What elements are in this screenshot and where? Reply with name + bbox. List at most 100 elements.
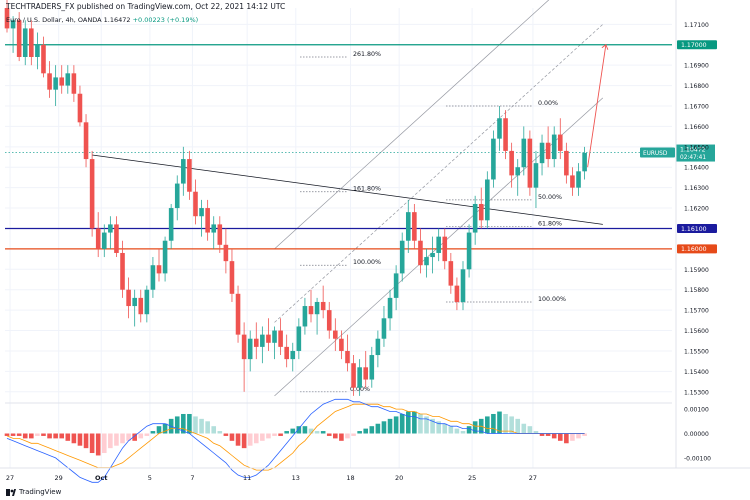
- osc-tick-label: -0.00100: [684, 455, 711, 462]
- histogram-bar: [381, 421, 387, 434]
- candle-body: [132, 297, 137, 307]
- level-price-label: 1.16000: [681, 246, 707, 253]
- candle-body: [351, 363, 356, 388]
- histogram-bar: [570, 433, 575, 441]
- oscillator-pane: 0.00100 0.00000 -0.00100: [4, 398, 711, 483]
- bar-countdown-label: 02:47:41: [680, 155, 706, 161]
- histogram-bar: [405, 411, 411, 434]
- candle-body: [217, 224, 223, 245]
- histogram-bar: [509, 416, 514, 434]
- candle-body: [539, 142, 545, 164]
- histogram-bar: [4, 433, 10, 436]
- histogram-bar: [539, 433, 545, 436]
- fib-level-label: 61.80%: [538, 220, 562, 227]
- histogram-bar: [181, 413, 186, 434]
- candle-body: [460, 269, 466, 302]
- candle-body: [454, 285, 460, 302]
- histogram-bar: [466, 426, 472, 434]
- time-tick-label: 7: [190, 474, 194, 482]
- candle-body: [412, 212, 417, 241]
- candle-body: [205, 208, 210, 233]
- histogram-bar: [545, 433, 551, 436]
- price-tick-label: 1.17100: [684, 22, 709, 29]
- histogram-bar: [485, 416, 490, 434]
- candle-body: [247, 338, 253, 360]
- candle-body: [302, 306, 308, 327]
- histogram-bar: [399, 413, 405, 434]
- histogram-bar: [357, 431, 362, 434]
- price-tick-label: 1.16600: [684, 124, 709, 131]
- candle-body: [296, 326, 302, 351]
- fib-level-label: 261.80%: [353, 51, 381, 58]
- histogram-bar: [156, 426, 162, 434]
- histogram-bar: [260, 433, 265, 441]
- histogram-bar: [41, 433, 46, 436]
- candle-body: [229, 261, 235, 294]
- histogram-bar: [576, 433, 581, 439]
- candle-body: [266, 334, 271, 343]
- candle-body: [491, 138, 496, 180]
- candle-body: [16, 20, 22, 57]
- candle-body: [156, 265, 162, 274]
- candle-body: [211, 224, 217, 233]
- candle-body: [430, 252, 435, 258]
- price-change: +0.00223 (+0.19%): [132, 16, 199, 24]
- histogram-bar: [229, 433, 235, 441]
- candle-body: [174, 183, 180, 209]
- candle-body: [527, 138, 533, 188]
- histogram-bar: [253, 433, 259, 444]
- histogram-bar: [387, 418, 393, 434]
- histogram-bar: [71, 433, 77, 444]
- price-tick-label: 1.15800: [684, 287, 709, 294]
- current-price-box: [676, 144, 715, 162]
- level-price-tag: [677, 244, 717, 254]
- candle-body: [29, 28, 34, 57]
- histogram-bar: [205, 421, 210, 434]
- histogram-bar: [47, 433, 52, 439]
- candle-body: [235, 293, 241, 335]
- histogram-bar: [223, 433, 229, 436]
- candle-body: [466, 232, 472, 270]
- candle-body: [241, 334, 247, 360]
- candle-body: [551, 134, 557, 160]
- histogram-bar: [424, 416, 429, 434]
- histogram-bar: [266, 433, 271, 439]
- fib-level-label: 161.80%: [353, 186, 381, 193]
- histogram-bar: [59, 433, 65, 439]
- histogram-bar: [235, 433, 241, 446]
- candle-body: [533, 163, 539, 188]
- candle-body: [71, 73, 77, 94]
- histogram-bar: [174, 416, 180, 434]
- candle-body: [35, 44, 40, 57]
- histogram-bar: [247, 433, 253, 446]
- candle-body: [83, 122, 89, 160]
- histogram-bar: [22, 433, 28, 439]
- level-price-tag: [677, 223, 717, 233]
- candle-body: [272, 330, 277, 343]
- histogram-bar: [108, 433, 113, 449]
- time-tick-label: 29: [55, 474, 63, 482]
- histogram-bar: [29, 433, 34, 439]
- candle-body: [278, 330, 283, 347]
- histogram-bar: [95, 433, 101, 456]
- histogram-bar: [363, 428, 369, 434]
- histogram-bar: [126, 433, 131, 441]
- candle-body: [436, 236, 441, 253]
- osc-tick-label: 0.00000: [684, 431, 709, 438]
- histogram-bar: [320, 431, 326, 434]
- candle-body: [187, 159, 192, 192]
- grid: [5, 8, 672, 468]
- candle-body: [557, 134, 563, 151]
- histogram-bar: [101, 433, 107, 454]
- price-tick-label: 1.16700: [684, 103, 709, 110]
- level-price-tag: [677, 40, 717, 50]
- candle-body: [108, 224, 113, 233]
- symbol-tag: [640, 147, 675, 158]
- last-price: 1.16472: [103, 16, 131, 24]
- price-tick-label: 1.16900: [684, 63, 709, 70]
- histogram-bar: [333, 433, 338, 439]
- histogram-bar: [472, 421, 478, 434]
- time-tick-label: 25: [468, 474, 476, 482]
- candle-body: [545, 142, 551, 160]
- candle-body: [478, 203, 484, 221]
